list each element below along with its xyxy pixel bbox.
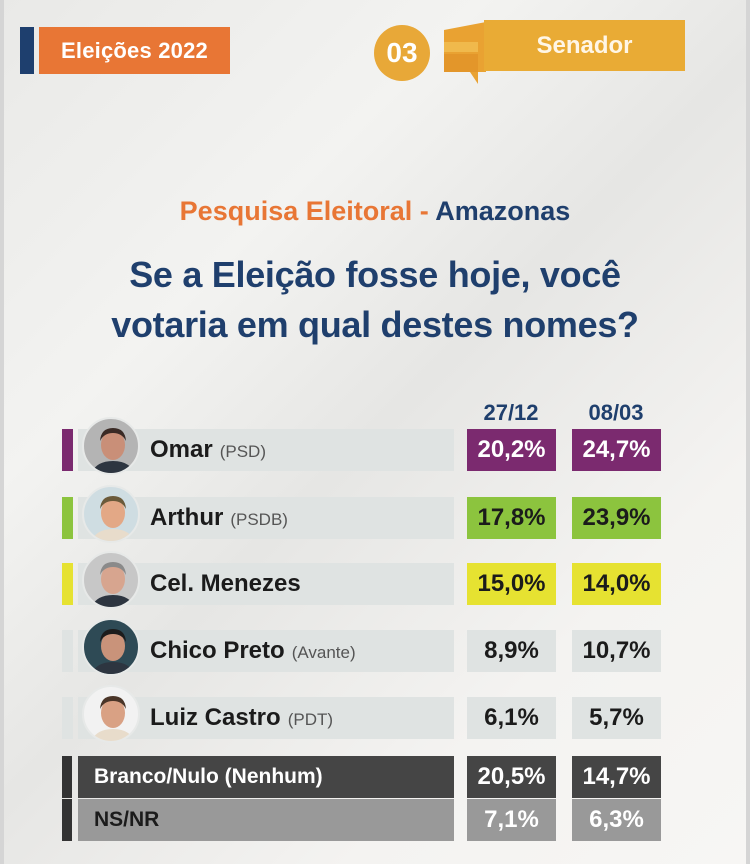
row-accent-bar bbox=[62, 630, 73, 672]
candidate-name: NS/NR bbox=[94, 808, 160, 831]
table-row: NS/NR 7,1% 6,3% bbox=[62, 799, 672, 841]
elections-badge: Eleições 2022 bbox=[20, 27, 230, 74]
column-header-date-2: 08/03 bbox=[588, 400, 644, 425]
value-date-1: 15,0% bbox=[467, 563, 556, 605]
survey-question: Se a Eleição fosse hoje, você votaria em… bbox=[0, 250, 750, 350]
question-line-2: votaria em qual destes nomes? bbox=[111, 304, 639, 345]
flag-fold-icon bbox=[444, 22, 486, 84]
region-label: Amazonas bbox=[435, 196, 571, 226]
person-photo-icon bbox=[91, 428, 135, 473]
value-date-1: 20,5% bbox=[467, 756, 556, 798]
candidate-avatar bbox=[82, 685, 140, 743]
candidate-name-bar: Luiz Castro (PDT) bbox=[78, 697, 454, 739]
candidate-name: Omar bbox=[150, 436, 213, 463]
office-flag: Senador bbox=[442, 20, 687, 85]
office-label: Senador bbox=[484, 20, 685, 71]
row-accent-bar bbox=[62, 429, 73, 471]
candidate-name: Arthur bbox=[150, 504, 224, 531]
survey-subtitle: Pesquisa Eleitoral - Amazonas bbox=[0, 196, 750, 227]
section-number: 03 bbox=[374, 25, 430, 81]
value-date-2: 6,3% bbox=[572, 799, 661, 841]
value-date-2: 14,7% bbox=[572, 756, 661, 798]
candidate-party: (Avante) bbox=[291, 643, 356, 662]
candidate-name-bar: Arthur (PSDB) bbox=[78, 497, 454, 539]
candidate-name: Chico Preto bbox=[150, 637, 285, 664]
frame-edge-left bbox=[0, 0, 4, 864]
frame-edge-right bbox=[746, 0, 750, 864]
candidate-name: Branco/Nulo (Nenhum) bbox=[94, 765, 323, 788]
row-accent-bar bbox=[62, 563, 73, 605]
candidate-party: (PSD) bbox=[219, 442, 266, 461]
candidate-party: (PSDB) bbox=[230, 510, 288, 529]
row-accent-bar bbox=[62, 799, 72, 841]
value-date-1: 6,1% bbox=[467, 697, 556, 739]
row-accent-bar bbox=[62, 497, 73, 539]
value-date-2: 23,9% bbox=[572, 497, 661, 539]
row-accent-bar bbox=[62, 697, 73, 739]
candidate-avatar bbox=[82, 551, 140, 609]
question-line-1: Se a Eleição fosse hoje, você bbox=[129, 254, 621, 295]
candidate-avatar bbox=[82, 417, 140, 475]
elections-label: Eleições 2022 bbox=[39, 27, 230, 74]
value-date-1: 7,1% bbox=[467, 799, 556, 841]
value-date-1: 17,8% bbox=[467, 497, 556, 539]
value-date-2: 24,7% bbox=[572, 429, 661, 471]
value-date-2: 5,7% bbox=[572, 697, 661, 739]
value-date-1: 8,9% bbox=[467, 630, 556, 672]
table-row: Omar (PSD) 20,2% 24,7% bbox=[62, 417, 672, 475]
candidate-name-bar: NS/NR bbox=[78, 799, 454, 841]
candidate-avatar bbox=[82, 485, 140, 543]
survey-label: Pesquisa Eleitoral bbox=[179, 196, 413, 226]
table-row: Arthur (PSDB) 17,8% 23,9% bbox=[62, 485, 672, 543]
value-date-2: 14,0% bbox=[572, 563, 661, 605]
candidate-name-bar: Omar (PSD) bbox=[78, 429, 454, 471]
badge-accent-bar bbox=[20, 27, 34, 74]
separator: - bbox=[412, 196, 436, 226]
value-date-1: 20,2% bbox=[467, 429, 556, 471]
candidate-name-bar: Chico Preto (Avante) bbox=[78, 630, 454, 672]
value-date-2: 10,7% bbox=[572, 630, 661, 672]
candidate-name-bar: Cel. Menezes bbox=[78, 563, 454, 605]
table-row: Branco/Nulo (Nenhum) 20,5% 14,7% bbox=[62, 756, 672, 798]
candidate-avatar bbox=[82, 618, 140, 676]
row-accent-bar bbox=[62, 756, 72, 798]
candidate-name-bar: Branco/Nulo (Nenhum) bbox=[78, 756, 454, 798]
candidate-name: Cel. Menezes bbox=[150, 570, 301, 597]
column-header-date-1: 27/12 bbox=[483, 400, 539, 425]
table-row: Cel. Menezes 15,0% 14,0% bbox=[62, 551, 672, 609]
table-row: Luiz Castro (PDT) 6,1% 5,7% bbox=[62, 685, 672, 743]
candidate-name: Luiz Castro bbox=[150, 704, 281, 731]
table-row: Chico Preto (Avante) 8,9% 10,7% bbox=[62, 618, 672, 676]
candidate-party: (PDT) bbox=[287, 710, 334, 729]
